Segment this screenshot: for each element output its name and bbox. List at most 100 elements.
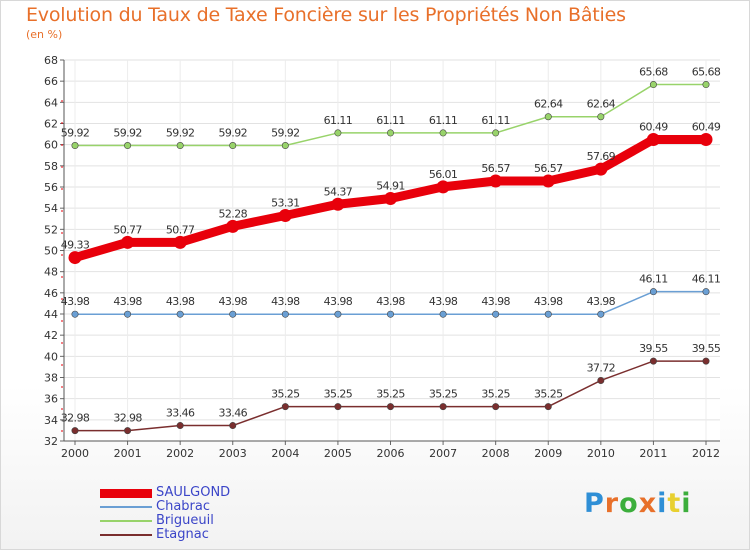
data-label-etagnac: 39.55 xyxy=(692,342,721,355)
data-point-brigueuil xyxy=(597,113,605,121)
data-label-etagnac: 35.25 xyxy=(429,388,458,401)
data-point-chabrac xyxy=(229,310,237,318)
data-point-etagnac xyxy=(124,427,132,435)
data-label-saulgond: 54.37 xyxy=(324,185,353,198)
data-label-etagnac: 35.25 xyxy=(481,388,510,401)
y-tick-label: 60 xyxy=(44,139,58,152)
data-label-brigueuil: 61.11 xyxy=(481,114,510,127)
data-label-brigueuil: 59.92 xyxy=(113,127,142,140)
data-label-saulgond: 60.49 xyxy=(692,120,721,133)
data-point-brigueuil xyxy=(492,129,500,137)
data-point-chabrac xyxy=(544,310,552,318)
data-point-chabrac xyxy=(334,310,342,318)
data-label-saulgond: 54.91 xyxy=(376,180,405,193)
data-point-saulgond xyxy=(121,235,135,249)
logo-letter: x xyxy=(638,488,658,519)
legend-label: Etagnac xyxy=(156,527,209,542)
data-label-brigueuil: 62.64 xyxy=(534,98,563,111)
data-label-brigueuil: 62.64 xyxy=(587,98,616,111)
legend-label: Chabrac xyxy=(156,499,210,514)
data-point-saulgond xyxy=(436,180,450,194)
data-point-etagnac xyxy=(702,357,710,365)
data-point-brigueuil xyxy=(649,81,657,89)
data-label-saulgond: 60.49 xyxy=(639,120,668,133)
data-label-etagnac: 32.98 xyxy=(61,412,90,425)
data-point-chabrac xyxy=(124,310,132,318)
data-point-saulgond xyxy=(278,208,292,222)
data-label-saulgond: 57.69 xyxy=(587,150,616,163)
y-tick-label: 68 xyxy=(44,54,58,67)
data-point-brigueuil xyxy=(702,81,710,89)
x-tick-label: 2009 xyxy=(534,447,562,460)
x-tick-label: 2004 xyxy=(271,447,299,460)
data-point-chabrac xyxy=(386,310,394,318)
data-label-etagnac: 35.25 xyxy=(376,388,405,401)
logo-letter: i xyxy=(681,488,692,519)
x-tick-label: 2010 xyxy=(587,447,615,460)
data-point-brigueuil xyxy=(124,142,132,150)
legend-swatch xyxy=(100,506,152,508)
data-label-chabrac: 43.98 xyxy=(166,295,195,308)
x-tick-label: 2011 xyxy=(639,447,667,460)
data-point-saulgond xyxy=(699,132,713,146)
data-point-chabrac xyxy=(597,310,605,318)
data-label-saulgond: 49.33 xyxy=(61,239,90,252)
data-point-chabrac xyxy=(702,288,710,296)
data-point-etagnac xyxy=(492,403,500,411)
data-point-saulgond xyxy=(541,174,555,188)
data-label-saulgond: 56.01 xyxy=(429,168,458,181)
data-point-brigueuil xyxy=(334,129,342,137)
data-label-saulgond: 53.31 xyxy=(271,196,300,209)
logo-letter: i xyxy=(657,488,668,519)
data-point-brigueuil xyxy=(439,129,447,137)
data-label-chabrac: 43.98 xyxy=(219,295,248,308)
data-label-brigueuil: 61.11 xyxy=(429,114,458,127)
data-label-chabrac: 43.98 xyxy=(271,295,300,308)
data-point-etagnac xyxy=(439,403,447,411)
x-tick-label: 2008 xyxy=(482,447,510,460)
x-tick-label: 2005 xyxy=(324,447,352,460)
x-tick-label: 2000 xyxy=(61,447,89,460)
data-point-chabrac xyxy=(649,288,657,296)
x-tick-label: 2001 xyxy=(114,447,142,460)
y-tick-label: 40 xyxy=(44,350,58,363)
legend-item-chabrac: Chabrac xyxy=(100,500,230,514)
data-label-saulgond: 56.57 xyxy=(534,162,563,175)
data-label-brigueuil: 59.92 xyxy=(271,127,300,140)
proxiti-logo: Proxiti xyxy=(584,488,692,519)
data-point-etagnac xyxy=(334,403,342,411)
logo-letter: P xyxy=(584,488,605,519)
data-label-brigueuil: 65.68 xyxy=(692,66,721,79)
data-label-chabrac: 43.98 xyxy=(534,295,563,308)
data-point-etagnac xyxy=(71,427,79,435)
legend-item-saulgond: SAULGOND xyxy=(100,486,230,500)
y-tick-label: 52 xyxy=(44,223,58,236)
logo-letter: o xyxy=(619,488,639,519)
data-point-saulgond xyxy=(594,162,608,176)
data-label-chabrac: 43.98 xyxy=(376,295,405,308)
data-point-saulgond xyxy=(384,192,397,206)
data-label-saulgond: 50.77 xyxy=(166,223,195,236)
data-point-chabrac xyxy=(439,310,447,318)
data-label-brigueuil: 65.68 xyxy=(639,66,668,79)
data-point-etagnac xyxy=(386,403,394,411)
data-point-brigueuil xyxy=(176,142,184,150)
x-tick-label: 2012 xyxy=(692,447,720,460)
data-point-brigueuil xyxy=(544,113,552,121)
data-label-brigueuil: 61.11 xyxy=(324,114,353,127)
data-point-saulgond xyxy=(226,219,240,233)
y-tick-label: 64 xyxy=(44,96,58,109)
legend-swatch xyxy=(100,488,152,498)
data-label-brigueuil: 61.11 xyxy=(376,114,405,127)
x-tick-label: 2007 xyxy=(429,447,457,460)
data-point-brigueuil xyxy=(229,142,237,150)
logo-letter: t xyxy=(667,488,682,519)
legend-label: SAULGOND xyxy=(156,485,231,500)
y-tick-label: 32 xyxy=(44,435,58,448)
data-point-chabrac xyxy=(176,310,184,318)
data-point-etagnac xyxy=(176,422,184,430)
data-label-chabrac: 43.98 xyxy=(587,295,616,308)
y-tick-label: 34 xyxy=(44,414,58,427)
y-tick-label: 42 xyxy=(44,329,58,342)
